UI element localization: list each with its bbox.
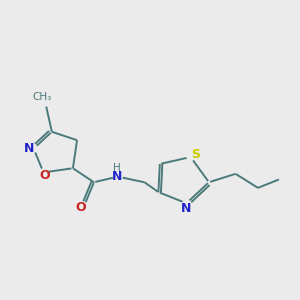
Text: S: S	[191, 148, 200, 161]
Text: H: H	[113, 163, 121, 173]
Text: CH₃: CH₃	[32, 92, 52, 102]
Text: N: N	[24, 142, 34, 155]
Text: N: N	[112, 170, 122, 183]
Text: O: O	[75, 201, 86, 214]
Text: N: N	[181, 202, 192, 215]
Text: O: O	[40, 169, 50, 182]
